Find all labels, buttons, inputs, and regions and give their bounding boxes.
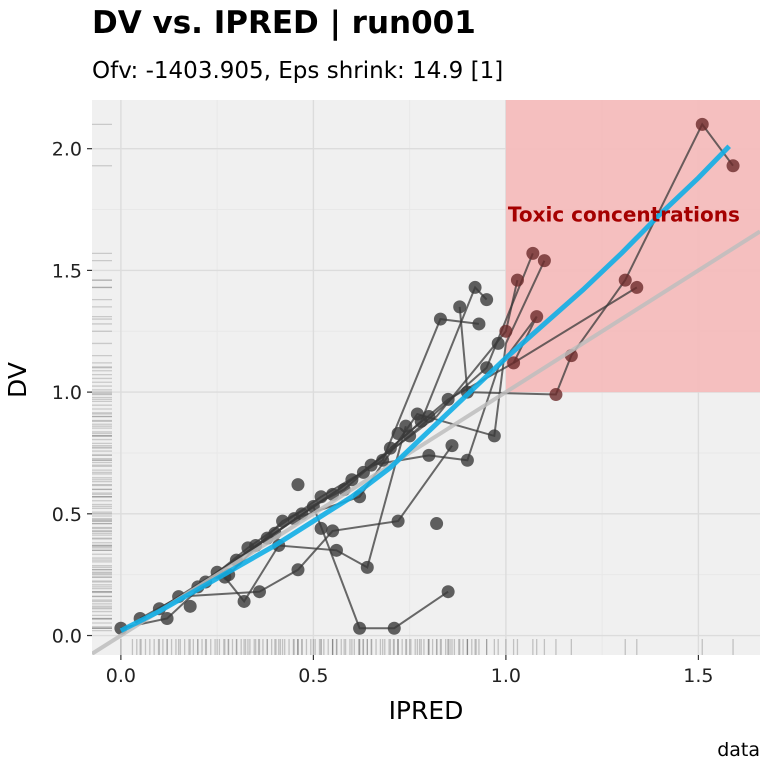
data-point: [326, 524, 340, 538]
x-tick-label: 1.5: [683, 665, 713, 687]
subject-path: [178, 445, 453, 598]
x-axis-title: IPRED: [389, 696, 464, 725]
data-point: [252, 585, 266, 599]
x-tick-label: 1.0: [491, 665, 521, 687]
chart-title: DV vs. IPRED | run001: [92, 5, 476, 41]
data-point: [353, 621, 367, 635]
data-point: [460, 453, 474, 467]
data-point: [399, 419, 413, 433]
x-tick-label: 0.0: [106, 665, 136, 687]
x-tick-label: 0.5: [298, 665, 328, 687]
toxic-point: [537, 254, 551, 268]
data-point: [237, 594, 251, 608]
y-tick-label: 0.0: [52, 626, 82, 648]
data-point: [422, 448, 436, 462]
data-point: [183, 599, 197, 613]
data-point: [453, 300, 467, 314]
data-point: [360, 560, 374, 574]
toxic-point: [726, 159, 740, 173]
data-point: [468, 280, 482, 294]
data-point: [391, 514, 405, 528]
data-point: [441, 392, 455, 406]
toxic-point: [530, 310, 544, 324]
data-point: [387, 621, 401, 635]
toxic-annotation: Toxic concentrations: [508, 202, 740, 226]
data-point: [356, 465, 370, 479]
toxic-point: [507, 356, 521, 370]
y-tick-label: 2.0: [52, 139, 82, 161]
data-point: [430, 517, 444, 531]
data-point: [433, 312, 447, 326]
data-point: [345, 473, 359, 487]
data-point: [445, 439, 459, 453]
data-point: [480, 293, 494, 307]
toxic-point: [549, 388, 563, 402]
chart-subtitle: Ofv: -1403.905, Eps shrink: 14.9 [1]: [92, 58, 503, 84]
data-point: [472, 317, 486, 331]
data-point: [441, 585, 455, 599]
subject-path: [370, 315, 538, 467]
y-tick-label: 1.5: [52, 260, 82, 282]
panel-content: Toxic concentrations: [92, 100, 760, 655]
toxic-region: [505, 100, 760, 393]
toxic-point: [510, 273, 524, 287]
data-point: [314, 490, 328, 504]
data-point: [276, 514, 290, 528]
toxic-point: [630, 280, 644, 294]
data-point: [314, 521, 328, 535]
toxic-point: [695, 117, 709, 131]
data-point: [487, 429, 501, 443]
y-tick-label: 0.5: [52, 504, 82, 526]
data-point: [383, 441, 397, 455]
data-point: [410, 407, 424, 421]
data-point: [329, 543, 343, 557]
data-point: [291, 478, 305, 492]
toxic-point: [499, 324, 513, 338]
data-point: [291, 563, 305, 577]
toxic-point: [526, 246, 540, 260]
data-point: [376, 453, 390, 467]
data-point: [160, 611, 174, 625]
data-point: [491, 336, 505, 350]
toxic-point: [618, 273, 632, 287]
chart-caption: data: [717, 739, 760, 761]
y-tick-label: 1.0: [52, 382, 82, 404]
smooth-line: [119, 144, 731, 633]
data-point: [403, 429, 417, 443]
y-axis-title: DV: [3, 362, 32, 398]
plot-area: Toxic concentrations 0.0 0.5 1.0 1.5 0.0 0.5 1.…: [52, 100, 760, 687]
